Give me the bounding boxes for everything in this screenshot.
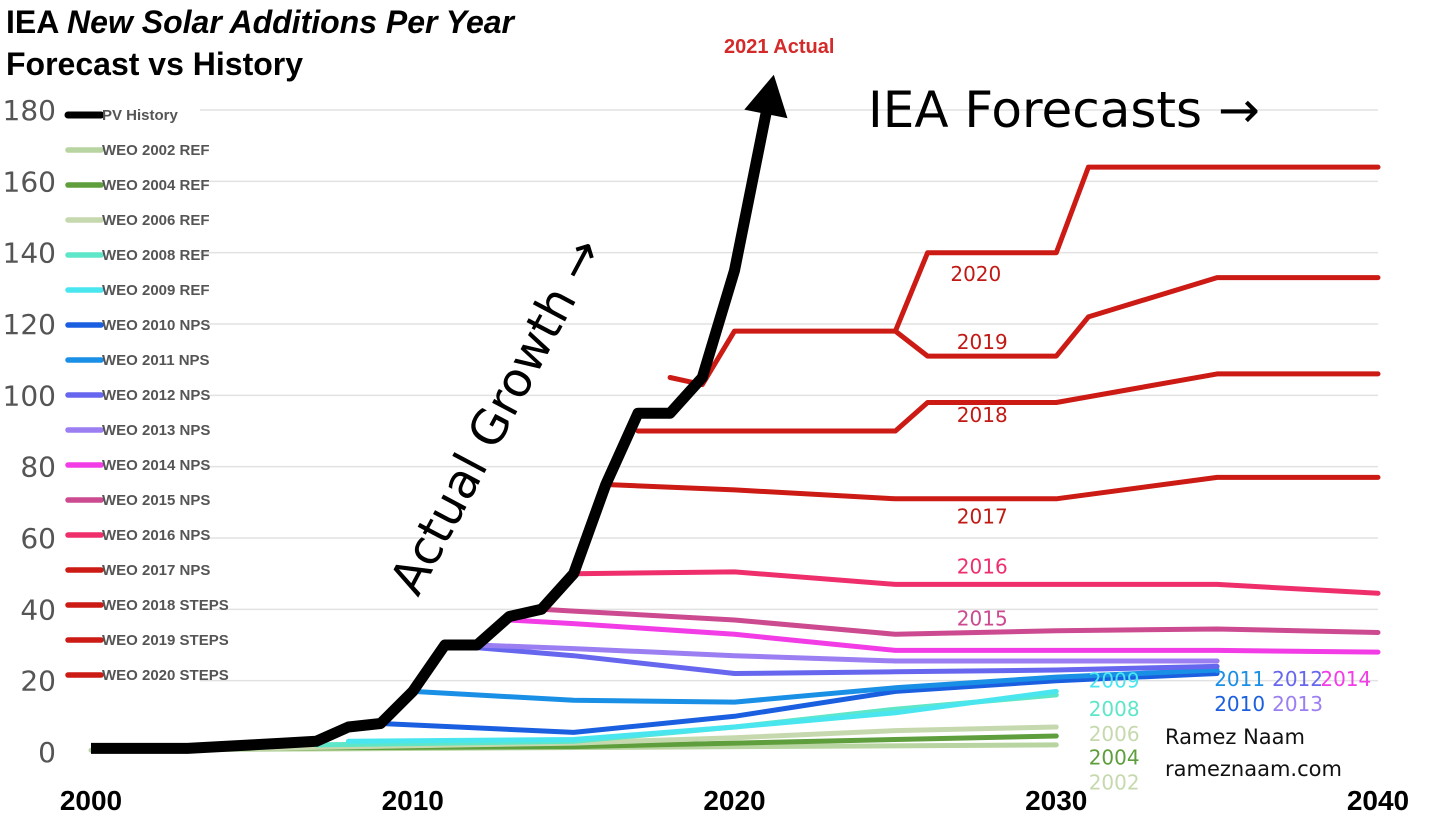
credit-name: Ramez Naam [1165, 725, 1305, 749]
y-tick-label: 40 [20, 593, 56, 626]
series-lines [88, 108, 1381, 754]
forecast-label-2008: 2008 [1089, 697, 1140, 721]
forecast-label-2015: 2015 [957, 606, 1008, 630]
forecast-label-2020: 2020 [950, 262, 1001, 286]
y-tick-label: 140 [3, 237, 56, 270]
y-tick-label: 180 [3, 94, 56, 127]
legend-label-weo-2018-steps: WEO 2018 STEPS [102, 597, 229, 614]
x-tick-label: 2040 [1347, 785, 1409, 816]
chart-title-line2: Forecast vs History [6, 46, 303, 82]
legend-label-weo-2015-nps: WEO 2015 NPS [102, 492, 210, 509]
actual-2021-annotation: 2021 Actual [724, 36, 834, 58]
forecast-label-2012: 2012 [1272, 667, 1323, 691]
legend-label-weo-2013-nps: WEO 2013 NPS [102, 422, 210, 439]
history-arrowhead [744, 74, 788, 119]
x-tick-label: 2020 [703, 785, 765, 816]
y-tick-label: 80 [20, 451, 56, 484]
legend-label-weo-2004-ref: WEO 2004 REF [102, 177, 210, 194]
legend-label-weo-2009-ref: WEO 2009 REF [102, 282, 210, 299]
series-line-pv-history [91, 108, 773, 754]
y-tick-label: 0 [38, 736, 56, 769]
forecast-label-2018: 2018 [957, 403, 1008, 427]
forecast-year-labels: 2020 2019 2018 2017 2016 2015 2009 200820062004… [950, 262, 1371, 794]
forecast-label-2006: 2006 [1089, 722, 1140, 746]
x-tick-label: 2030 [1025, 785, 1087, 816]
x-axis-tick-labels: 2000 2010 2020 2030 2040 [60, 785, 1409, 816]
forecast-label-2004: 2004 [1089, 745, 1140, 769]
series-line-weo-2018-steps [635, 371, 1381, 434]
forecast-label-2013: 2013 [1272, 692, 1323, 716]
series-line-weo-2012-nps [442, 642, 1220, 676]
forecast-label-2019: 2019 [957, 330, 1008, 354]
x-tick-label: 2010 [382, 785, 444, 816]
forecast-label-2017: 2017 [957, 505, 1008, 529]
forecast-label-2010: 2010 [1214, 692, 1265, 716]
legend-label-weo-2019-steps: WEO 2019 STEPS [102, 632, 229, 649]
legend-label-weo-2011-nps: WEO 2011 NPS [102, 352, 210, 369]
series-line-weo-2011-nps [410, 667, 1220, 705]
forecast-label-2014: 2014 [1320, 667, 1371, 691]
series-line-weo-2014-nps [506, 617, 1381, 655]
y-tick-label: 120 [3, 308, 56, 341]
legend-label-weo-2012-nps: WEO 2012 NPS [102, 387, 210, 404]
series-line-weo-2019-steps [667, 275, 1381, 388]
series-line-weo-2013-nps [474, 642, 1220, 664]
forecast-label-2009: 2009 [1089, 669, 1140, 693]
y-tick-label: 20 [20, 665, 56, 698]
forecast-label-2011: 2011 [1214, 667, 1265, 691]
series-line-weo-2015-nps [539, 606, 1381, 637]
legend-label-weo-2010-nps: WEO 2010 NPS [102, 317, 210, 334]
legend-label-weo-2017-nps: WEO 2017 NPS [102, 562, 210, 579]
y-tick-label: 100 [3, 379, 56, 412]
series-line-weo-2020-steps [892, 164, 1381, 334]
forecast-label-2002: 2002 [1089, 770, 1140, 794]
forecast-label-2016: 2016 [957, 555, 1008, 579]
chart-title-line1: IEA New Solar Additions Per Year [6, 4, 516, 40]
legend-label-weo-2008-ref: WEO 2008 REF [102, 247, 210, 264]
legend-label-weo-2006-ref: WEO 2006 REF [102, 212, 210, 229]
history-arrowhead-shape [744, 74, 788, 119]
grid-lines [200, 109, 1378, 682]
series-line-weo-2016-nps [571, 569, 1381, 596]
iea-forecasts-annotation: IEA Forecasts → [868, 81, 1260, 139]
credit-url: rameznaam.com [1165, 757, 1342, 781]
legend-label-pv-history: PV History [102, 107, 179, 124]
y-tick-label: 60 [20, 522, 56, 555]
x-tick-label: 2000 [60, 785, 122, 816]
series-line-weo-2017-nps [603, 474, 1381, 502]
legend-label-weo-2016-nps: WEO 2016 NPS [102, 527, 210, 544]
legend: PV History WEO 2002 REF WEO 2004 REF WEO 20… [64, 107, 229, 684]
series-line-weo-2009-ref [345, 688, 1059, 744]
series-line-weo-2010-nps [378, 671, 1220, 735]
legend-label-weo-2014-nps: WEO 2014 NPS [102, 457, 210, 474]
legend-label-weo-2020-steps: WEO 2020 STEPS [102, 667, 229, 684]
y-axis-tick-labels: 0 20 40 60 80 100 120 140 160 180 [3, 94, 56, 769]
legend-label-weo-2002-ref: WEO 2002 REF [102, 142, 210, 159]
y-tick-label: 160 [3, 165, 56, 198]
